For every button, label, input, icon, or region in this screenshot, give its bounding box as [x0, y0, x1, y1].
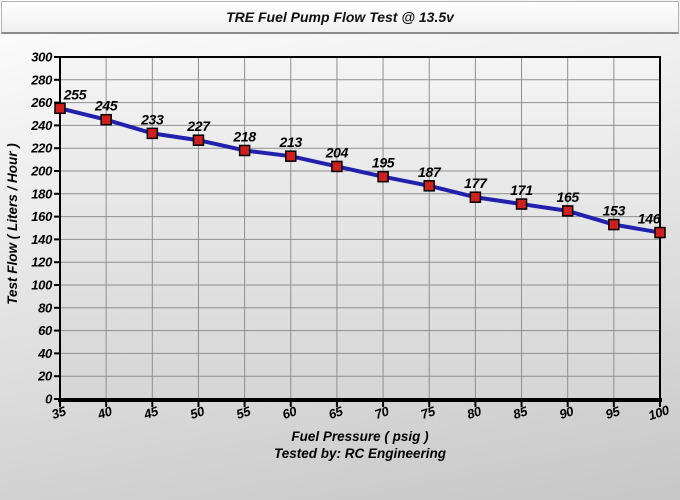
plot-area	[60, 57, 660, 399]
x-tick-label: 95	[604, 403, 623, 422]
y-tick-label: 100	[31, 278, 53, 293]
x-tick-label: 55	[234, 403, 253, 422]
y-tick-label: 20	[37, 369, 53, 384]
y-tick-label: 300	[31, 50, 53, 65]
x-tick-label: 75	[419, 403, 438, 422]
data-marker	[469, 191, 482, 203]
x-tick-label: 50	[188, 403, 207, 422]
y-tick-label: 60	[38, 323, 53, 338]
x-tick-label: 85	[511, 403, 530, 422]
data-marker	[54, 102, 66, 115]
data-marker	[192, 134, 205, 146]
y-tick-label: 180	[31, 186, 53, 201]
x-tick-label: 60	[280, 403, 299, 422]
data-marker	[285, 150, 297, 162]
data-label: 255	[63, 86, 87, 102]
data-marker	[377, 170, 389, 183]
data-marker	[331, 160, 343, 173]
y-tick-label: 200	[30, 164, 53, 179]
data-marker	[515, 198, 528, 210]
x-tick-label: 100	[646, 402, 671, 423]
x-tick-label: 45	[141, 403, 161, 422]
data-marker	[238, 144, 251, 157]
x-tick-label: 70	[373, 403, 392, 422]
data-label: 213	[279, 134, 303, 150]
data-label: 146	[638, 211, 661, 227]
data-marker	[561, 205, 574, 217]
chart-title: TRE Fuel Pump Flow Test @ 13.5v	[226, 9, 454, 25]
y-tick-label: 160	[31, 209, 53, 224]
y-tick-label: 0	[45, 392, 53, 407]
data-marker	[654, 226, 666, 239]
y-axis-title: Test Flow ( Liters / Hour )	[5, 143, 20, 305]
data-marker	[608, 218, 620, 231]
data-marker	[146, 127, 159, 140]
data-label: 195	[372, 155, 395, 171]
x-tick-label: 35	[50, 403, 69, 422]
data-marker	[100, 113, 112, 126]
data-label: 233	[140, 111, 164, 127]
x-axis-title: Fuel Pressure ( psig )	[291, 429, 429, 444]
x-tick-label: 90	[557, 403, 576, 422]
data-label: 153	[603, 203, 626, 219]
data-label: 171	[510, 182, 533, 198]
y-tick-label: 80	[38, 300, 53, 315]
data-label: 218	[232, 128, 256, 144]
chart-title-bar: TRE Fuel Pump Flow Test @ 13.5v	[1, 1, 679, 34]
data-label: 227	[186, 118, 211, 134]
data-label: 204	[325, 144, 349, 160]
series-line	[59, 106, 661, 235]
y-tick-label: 120	[31, 255, 53, 270]
data-marker	[423, 180, 435, 192]
y-tick-label: 220	[30, 141, 53, 156]
data-label: 177	[464, 175, 488, 191]
plot-layer: 35 40 45 50 55 60 65 70 75 80 85 90 95 100 0 20 40 60 80 10…	[30, 50, 672, 424]
y-tick-label: 40	[37, 346, 53, 361]
data-label: 187	[418, 164, 442, 180]
x-tick-label: 40	[95, 403, 115, 422]
y-tick-label: 140	[31, 232, 53, 247]
data-label: 245	[94, 98, 118, 114]
footer-text: Tested by: RC Engineering	[274, 446, 447, 461]
y-tick-label: 260	[30, 95, 53, 110]
x-tick-label: 65	[327, 403, 346, 422]
y-tick-label: 240	[30, 118, 53, 133]
y-tick-label: 280	[30, 72, 53, 87]
x-tick-label: 80	[465, 403, 484, 422]
data-label: 165	[556, 189, 579, 205]
